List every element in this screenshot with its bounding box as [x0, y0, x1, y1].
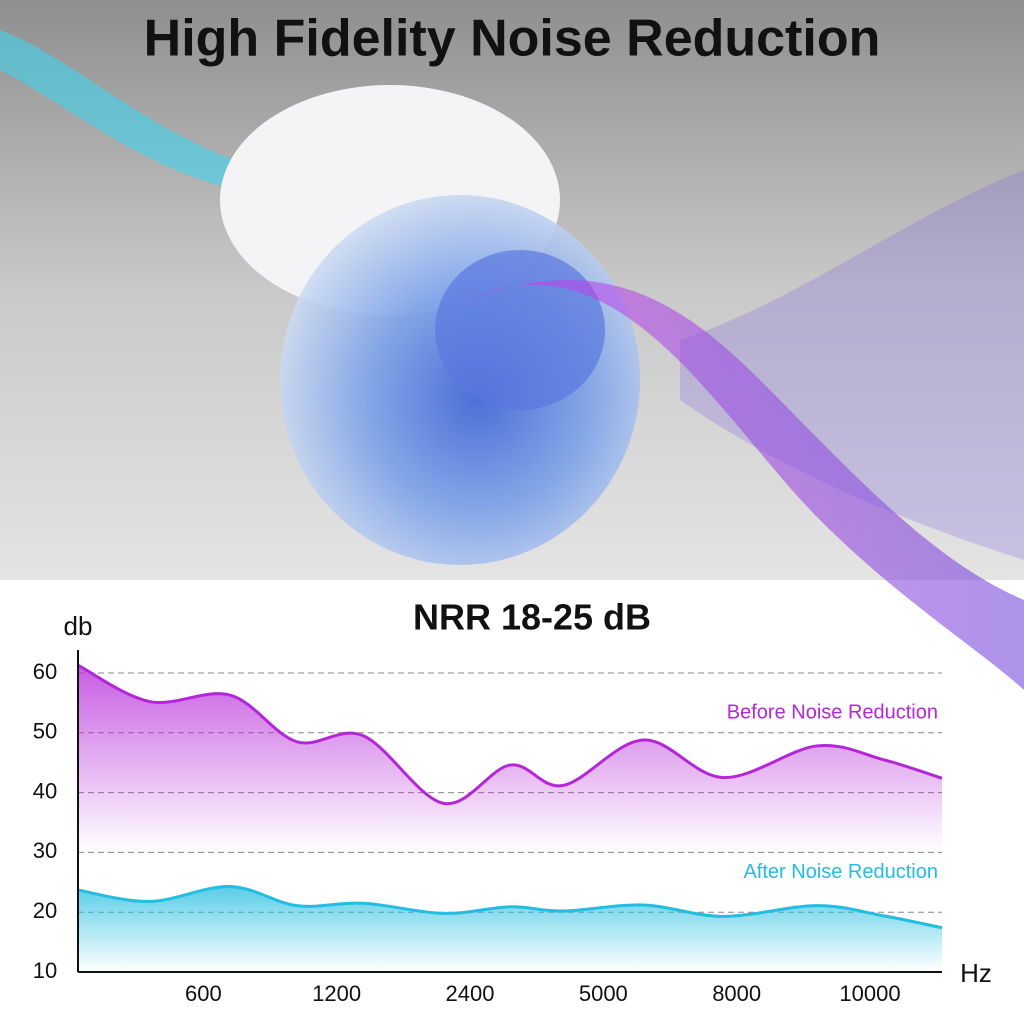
- x-tick-label: 8000: [712, 981, 761, 1006]
- x-tick-label: 2400: [446, 981, 495, 1006]
- x-tick-label: 600: [185, 981, 222, 1006]
- x-axis-label: Hz: [960, 958, 992, 988]
- title: High Fidelity Noise Reduction: [144, 10, 881, 68]
- y-axis-label: db: [64, 611, 93, 641]
- y-tick-label: 10: [33, 958, 57, 983]
- y-tick-label: 20: [33, 898, 57, 923]
- series-line: [77, 663, 943, 806]
- purple-mesh: [680, 170, 1024, 560]
- series-line: [77, 884, 943, 930]
- product-illustration: [0, 30, 1024, 690]
- earplug-core: [435, 250, 605, 410]
- area-fill: [78, 886, 942, 972]
- series-label: After Noise Reduction: [743, 861, 938, 883]
- subtitle: NRR 18-25 dB: [413, 597, 651, 638]
- y-tick-label: 30: [33, 838, 57, 863]
- x-tick-label: 1200: [312, 981, 361, 1006]
- y-tick-label: 50: [33, 719, 57, 744]
- x-tick-label: 5000: [579, 981, 628, 1006]
- plot: 10 20 30 40 50 60 600 1200 2400 5000 8000 10000 Befo…: [33, 650, 943, 1006]
- y-tick-label: 60: [33, 659, 57, 684]
- series-label: Before Noise Reduction: [727, 702, 938, 724]
- cyan-wave: [0, 30, 300, 200]
- y-tick-label: 40: [33, 778, 57, 803]
- x-tick-label: 10000: [839, 981, 900, 1006]
- area-fill: [78, 665, 942, 853]
